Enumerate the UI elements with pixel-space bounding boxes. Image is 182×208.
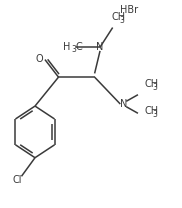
Text: N: N <box>120 99 127 109</box>
Text: O: O <box>35 53 43 64</box>
Text: C: C <box>75 42 82 52</box>
Text: N: N <box>96 42 104 52</box>
Text: Cl: Cl <box>12 175 22 186</box>
Text: 3: 3 <box>119 16 124 26</box>
Text: CH: CH <box>145 106 159 116</box>
Text: 3: 3 <box>152 83 157 92</box>
Text: CH: CH <box>145 79 159 89</box>
Text: 3: 3 <box>72 45 77 54</box>
Text: 3: 3 <box>152 110 157 119</box>
Text: CH: CH <box>112 12 126 22</box>
Text: H: H <box>63 42 70 52</box>
Text: HBr: HBr <box>120 5 138 15</box>
